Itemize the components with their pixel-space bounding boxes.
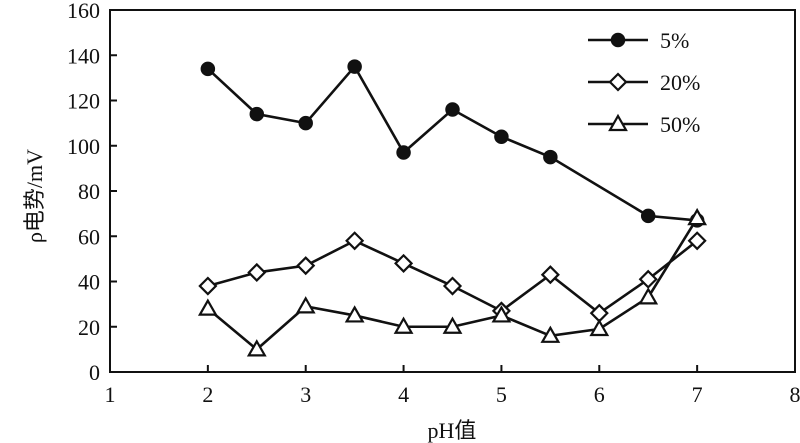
data-point [296, 256, 316, 276]
legend-marker [610, 32, 626, 48]
data-point [396, 145, 411, 160]
data-point [540, 265, 560, 285]
data-point [543, 149, 558, 165]
y-tick-label: 80 [78, 179, 100, 204]
x-tick-label: 2 [202, 382, 213, 407]
series-line [206, 64, 698, 222]
data-point [197, 298, 218, 316]
data-point [347, 59, 362, 74]
x-tick-label: 3 [300, 382, 311, 407]
data-point [345, 231, 365, 251]
data-point [687, 231, 707, 251]
data-point [247, 262, 267, 283]
x-tick-label: 4 [398, 382, 409, 407]
series-0 [200, 59, 705, 228]
data-point [445, 102, 460, 117]
chart-series [197, 59, 708, 357]
y-tick-label: 0 [89, 360, 100, 385]
y-tick-label: 140 [67, 43, 100, 68]
y-tick-label: 20 [78, 315, 100, 340]
data-point [491, 305, 512, 323]
x-tick-label: 6 [594, 382, 605, 407]
chart-legend: 5% 20% 50% [588, 28, 700, 137]
data-point [295, 296, 316, 314]
data-point [200, 61, 216, 77]
legend-label: 20% [660, 70, 700, 95]
data-point [298, 115, 313, 131]
data-point [344, 305, 365, 323]
y-axis-title: ρ电势/mV [22, 149, 47, 243]
y-tick-label: 120 [67, 89, 100, 114]
data-point [494, 129, 509, 144]
series-1 [198, 231, 707, 323]
data-point [394, 253, 414, 273]
legend-label: 5% [660, 28, 689, 53]
data-point [246, 339, 267, 357]
x-tick-label: 1 [105, 382, 116, 407]
legend-item: 20% [588, 70, 700, 95]
series-2 [197, 207, 708, 357]
data-point [442, 276, 463, 296]
y-tick-label: 40 [78, 270, 100, 295]
data-point [589, 318, 610, 337]
data-point [249, 106, 265, 122]
x-axis-title: pH值 [428, 418, 477, 443]
y-tick-label: 160 [67, 0, 100, 23]
legend-item: 50% [588, 112, 700, 137]
data-point [540, 325, 561, 343]
legend-marker [608, 72, 628, 92]
data-point [638, 287, 659, 305]
data-point [687, 207, 708, 226]
data-point [393, 316, 414, 334]
data-point [198, 276, 218, 296]
legend-marker [608, 113, 628, 132]
legend-item: 5% [588, 28, 689, 53]
data-point [640, 208, 656, 224]
data-point [442, 316, 463, 334]
legend-label: 50% [660, 112, 700, 137]
x-tick-label: 5 [496, 382, 507, 407]
y-tick-label: 100 [67, 134, 100, 159]
x-tick-label: 8 [790, 382, 800, 407]
y-tick-label: 60 [78, 224, 100, 249]
x-tick-label: 7 [692, 382, 703, 407]
